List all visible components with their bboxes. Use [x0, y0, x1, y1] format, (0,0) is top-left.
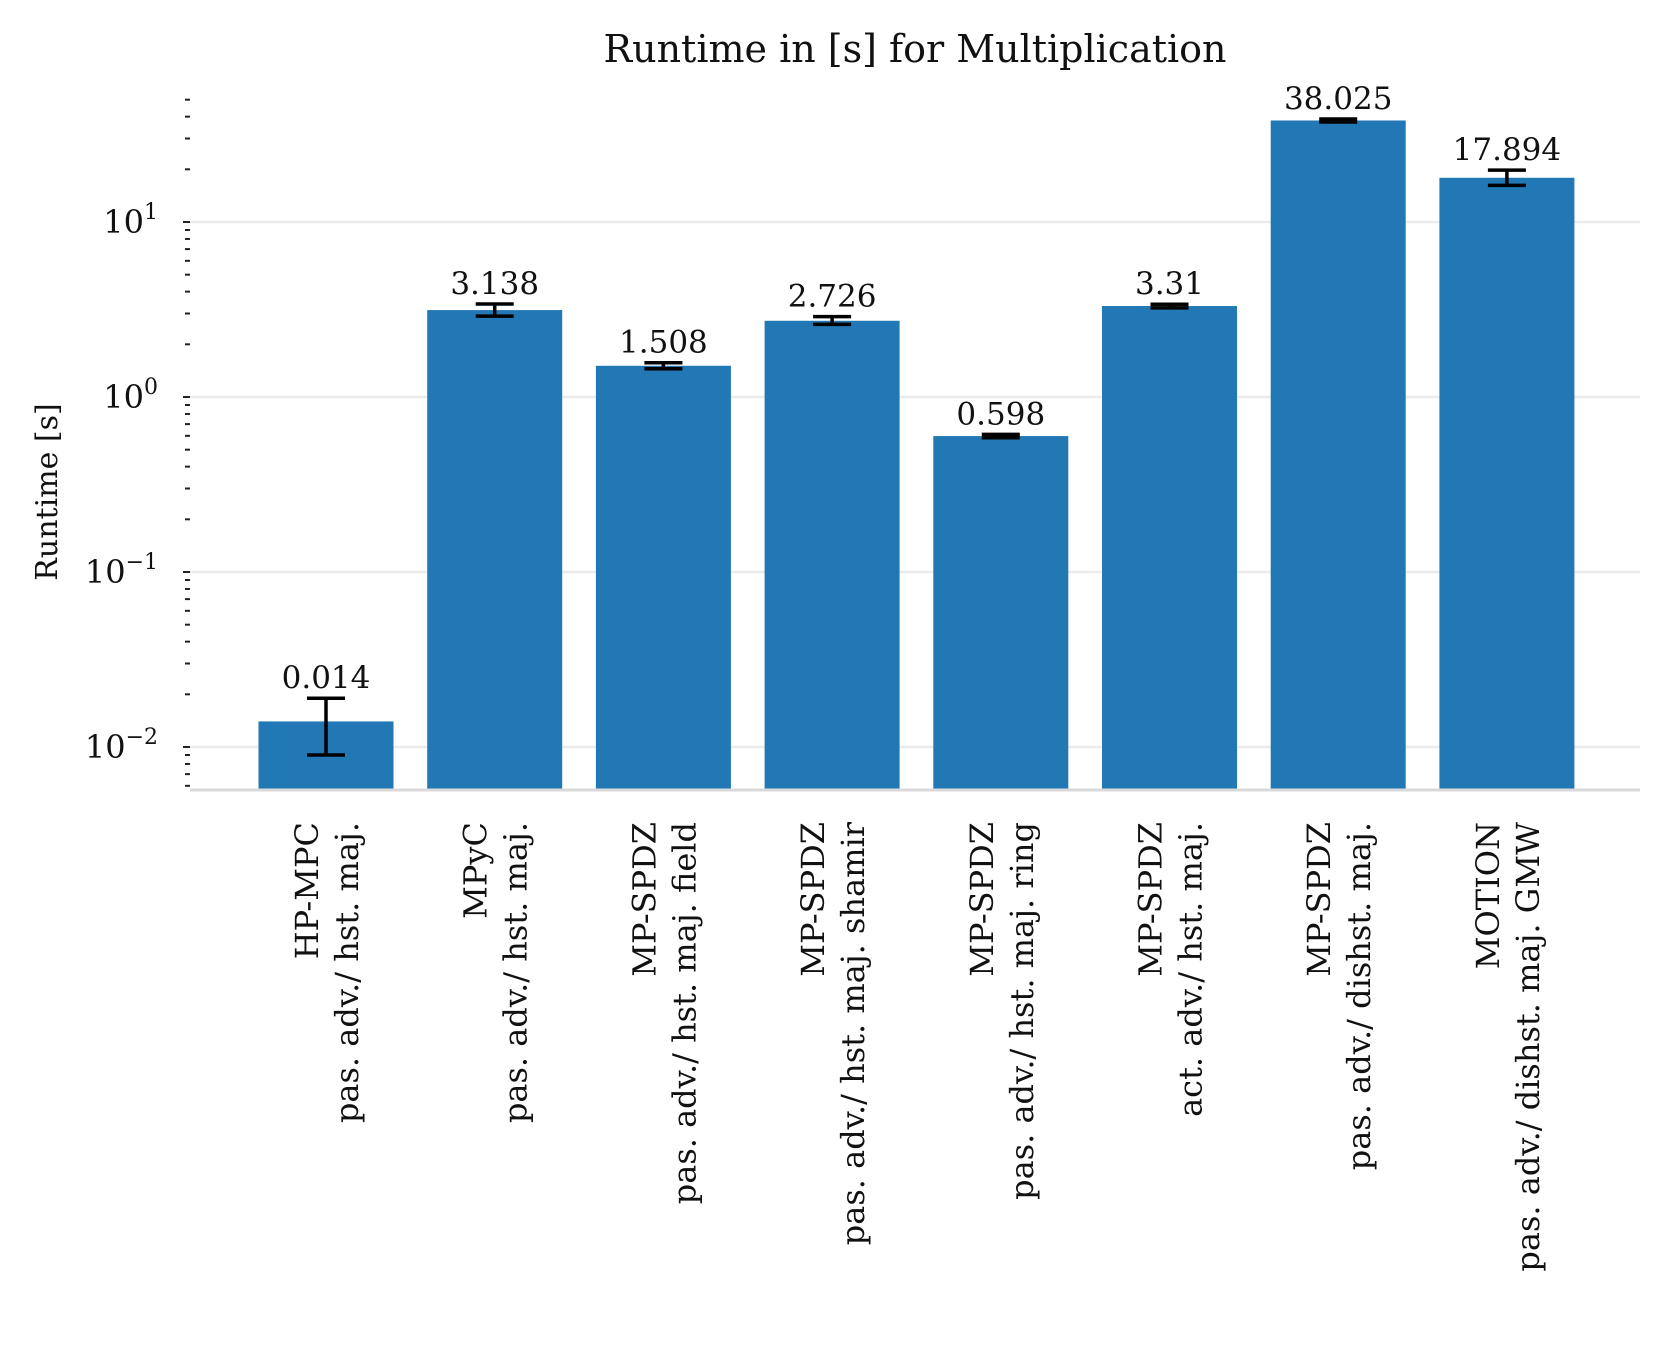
error-bar: [981, 432, 1020, 440]
x-tick-label: MP-SPDZ pas. adv./ hst. maj. shamir: [794, 821, 872, 1245]
value-label: 3.31: [1135, 266, 1204, 302]
bar: [1270, 120, 1406, 789]
x-tick-label-name: MOTION: [1469, 822, 1507, 969]
y-tick-label: 10−2: [85, 725, 158, 766]
y-tick-label: 10−1: [85, 550, 158, 591]
x-tick-label-name: MPyC: [457, 822, 495, 919]
x-tick-label-name: MP-SPDZ: [625, 822, 663, 977]
bar: [427, 310, 563, 789]
x-tick-label-setting: pas. adv./ dishst. maj.: [1340, 822, 1378, 1170]
x-tick-label: MP-SPDZ act. adv./ hst. maj.: [1132, 822, 1210, 1117]
error-bar: [307, 696, 345, 757]
value-label: 3.138: [450, 266, 539, 302]
x-tick-label-name: MP-SPDZ: [1300, 822, 1338, 977]
bar: [1439, 177, 1575, 790]
x-tick-label-name: HP-MPC: [288, 822, 326, 959]
bars: [258, 120, 1575, 790]
x-tick-label: MOTION pas. adv./ dishst. maj. GMW: [1469, 822, 1547, 1272]
x-tick-label-setting: act. adv./ hst. maj.: [1172, 822, 1210, 1117]
error-bar: [644, 360, 683, 371]
x-tick-label-setting: pas. adv./ hst. maj. shamir: [834, 821, 872, 1245]
x-tick-label: MP-SPDZ pas. adv./ hst. maj. ring: [963, 822, 1041, 1200]
x-tick-label-setting: pas. adv./ dishst. maj. GMW: [1509, 822, 1547, 1272]
bar: [933, 436, 1069, 789]
x-tick-label-name: MP-SPDZ: [963, 822, 1001, 977]
error-bar: [813, 314, 852, 327]
bar: [595, 365, 731, 789]
grid-lines: [190, 220, 1640, 749]
x-tick-label: MP-SPDZ pas. adv./ dishst. maj.: [1300, 822, 1378, 1170]
value-labels: 0.014 3.138 1.508 2.726 0.598 3.31 38.025 17.89…: [282, 81, 1562, 696]
error-bar: [475, 302, 514, 318]
y-axis-ticks: 10−2 10−1 100 101: [85, 98, 190, 787]
value-label: 17.894: [1453, 132, 1561, 168]
bar: [1102, 306, 1237, 789]
bar: [764, 320, 900, 789]
x-tick-label-setting: pas. adv./ hst. maj.: [328, 822, 366, 1123]
value-label: 2.726: [788, 279, 877, 315]
x-tick-label: HP-MPC pas. adv./ hst. maj.: [288, 822, 366, 1123]
chart-title: Runtime in [s] for Multiplication: [603, 27, 1226, 71]
error-bar: [1150, 302, 1189, 310]
y-tick-label: 101: [103, 200, 158, 241]
value-label: 0.014: [282, 660, 371, 696]
error-bar: [1487, 168, 1526, 188]
x-tick-label-name: MP-SPDZ: [794, 822, 832, 977]
x-tick-label-name: MP-SPDZ: [1132, 822, 1170, 977]
x-axis-tick-labels: HP-MPC pas. adv./ hst. maj. MPyC pas. adv./…: [288, 821, 1547, 1271]
error-bar: [1319, 117, 1358, 124]
x-tick-label-setting: pas. adv./ hst. maj. field: [665, 822, 703, 1204]
y-tick-label: 100: [103, 375, 158, 416]
value-label: 38.025: [1284, 81, 1392, 117]
x-tick-label-setting: pas. adv./ hst. maj.: [497, 822, 535, 1123]
x-tick-label-setting: pas. adv./ hst. maj. ring: [1003, 822, 1041, 1200]
x-tick-label: MPyC pas. adv./ hst. maj.: [457, 822, 535, 1123]
y-axis-title: Runtime [s]: [30, 403, 65, 580]
error-bars: [307, 117, 1526, 757]
x-tick-label: MP-SPDZ pas. adv./ hst. maj. field: [625, 822, 703, 1204]
value-label: 0.598: [956, 396, 1045, 432]
value-label: 1.508: [619, 325, 708, 361]
